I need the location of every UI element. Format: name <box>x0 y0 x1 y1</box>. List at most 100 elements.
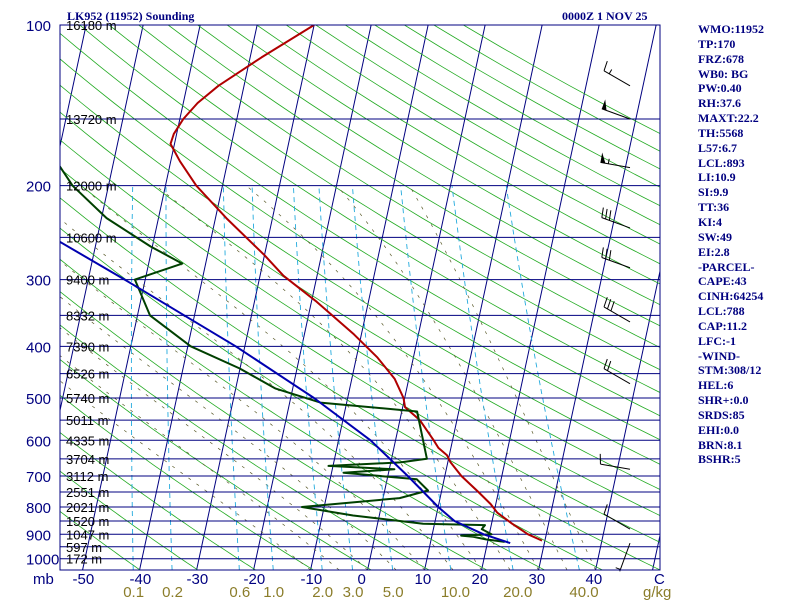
moist-adiabat-line <box>246 185 539 570</box>
height-label: 4335 m <box>66 433 109 448</box>
height-label: 2551 m <box>66 485 109 500</box>
mixing-ratio-line <box>130 185 134 570</box>
isotherm-line <box>538 25 657 570</box>
height-label: 172 m <box>66 552 102 567</box>
index-entry: LCL:893 <box>698 155 745 170</box>
dry-adiabat-line <box>60 111 660 490</box>
pressure-tick-label: 400 <box>26 339 51 356</box>
mixing-ratio-lines <box>130 185 580 570</box>
wind-barb <box>603 60 631 87</box>
height-label: 5011 m <box>66 413 108 428</box>
index-entry: WMO:11952 <box>698 22 764 36</box>
wind-barb <box>603 358 631 385</box>
index-entry: SHR+:0.0 <box>698 393 749 408</box>
isobars <box>60 25 660 560</box>
isotherm-line <box>310 25 429 570</box>
mixing-ratio-line <box>318 185 354 570</box>
index-entry: SRDS:85 <box>698 407 745 422</box>
temperature-tick-label: -20 <box>244 571 266 588</box>
mixing-ratio-label: 0.2 <box>162 584 183 600</box>
height-label: 8332 m <box>66 308 109 323</box>
dry-adiabat-line <box>60 84 660 465</box>
mixing-ratio-line <box>351 185 394 570</box>
index-entry: LI:10.9 <box>698 170 736 185</box>
index-entry: FRZ:678 <box>698 51 744 66</box>
pressure-unit-label: mb <box>33 571 54 588</box>
temperature-unit-label: C <box>654 571 665 588</box>
index-entry: -PARCEL- <box>698 259 755 274</box>
dry-adiabat-line <box>167 25 660 327</box>
index-entry: SW:49 <box>698 229 733 244</box>
mixing-ratio-line <box>451 185 514 570</box>
mixing-ratio-label: 20.0 <box>503 584 532 600</box>
height-label: 13720 m <box>66 112 117 127</box>
pressure-tick-labels: 100 200 300 400 500 600 700 800 900 1000 <box>26 18 59 569</box>
dry-adiabat-line <box>60 510 141 570</box>
index-entry: RH:37.6 <box>698 96 741 111</box>
temperature-tick-label: -40 <box>130 571 152 588</box>
index-entry: MAXT:22.2 <box>698 111 759 126</box>
mixing-ratio-line <box>505 185 580 570</box>
index-entry: KI:4 <box>698 214 722 229</box>
mixing-ratio-label: 0.1 <box>123 584 144 600</box>
index-entry: -WIND- <box>698 348 740 363</box>
index-entry: TP:170 <box>698 36 736 51</box>
dry-adiabat-line <box>60 227 603 570</box>
isotherm-line <box>424 25 543 570</box>
height-label: 16180 m <box>66 18 117 33</box>
dry-adiabat-line <box>60 359 372 570</box>
height-label: 6526 m <box>66 367 109 382</box>
moist-adiabat-line <box>155 185 511 570</box>
temperature-trace <box>169 25 543 542</box>
moist-adiabat-line <box>60 355 340 570</box>
temperature-tick-label: 30 <box>529 571 546 588</box>
dry-adiabat-line <box>197 25 660 306</box>
isotherm-line <box>82 25 201 570</box>
dry-adiabat-line <box>60 258 545 570</box>
pressure-tick-label: 1000 <box>26 552 59 569</box>
index-entry: CAPE:43 <box>698 274 747 289</box>
mixing-ratio-label: 2.0 <box>312 584 333 600</box>
index-entry: CINH:64254 <box>698 289 764 304</box>
index-entry: LFC:-1 <box>698 333 736 348</box>
height-label: 10600 m <box>66 230 117 245</box>
dry-adiabat-line <box>60 139 660 516</box>
pressure-tick-label: 800 <box>26 500 51 517</box>
index-entry: BSHR:5 <box>698 452 741 467</box>
index-entry: EI:2.8 <box>698 244 730 259</box>
wind-barb <box>599 453 631 470</box>
mixing-ratio-line <box>292 185 323 570</box>
dry-adiabats <box>60 25 660 570</box>
moist-adiabat-line <box>60 260 425 570</box>
mixing-ratio-label: 5.0 <box>383 584 404 600</box>
moist-adiabat-line <box>80 185 482 570</box>
moist-adiabat-line <box>336 185 568 570</box>
pressure-tick-label: 500 <box>26 391 51 408</box>
height-label: 5740 m <box>66 391 109 406</box>
height-label: 12000 m <box>66 179 117 194</box>
mixing-ratio-unit-label: g/kg <box>643 584 671 600</box>
temperature-tick-label: -30 <box>187 571 209 588</box>
wind-barb <box>603 504 631 530</box>
index-entry: CAP:11.2 <box>698 318 747 333</box>
index-entry: STM:308/12 <box>698 363 762 378</box>
pressure-tick-label: 600 <box>26 433 51 450</box>
index-entry: EHI:0.0 <box>698 422 740 437</box>
sounding-traces <box>60 25 543 545</box>
isotherm-line <box>367 25 486 570</box>
pressure-tick-label: 700 <box>26 469 51 486</box>
temperature-tick-label: 0 <box>358 571 366 588</box>
dewpoint-trace <box>60 101 505 543</box>
pressure-tick-label: 300 <box>26 273 51 290</box>
moist-adiabat-line <box>409 185 596 570</box>
temperature-tick-labels: -50 -40 -30 -20 -10 0 10 20 30 40 <box>73 571 603 588</box>
isotherm-line <box>60 25 144 413</box>
isotherms <box>60 25 660 570</box>
dry-adiabat-line <box>60 324 430 570</box>
temperature-tick-label: 10 <box>415 571 432 588</box>
index-entry: SI:9.9 <box>698 185 729 200</box>
index-entry: WB0: BG <box>698 66 749 81</box>
index-entry: PW:0.40 <box>698 81 742 96</box>
dry-adiabat-line <box>108 25 660 371</box>
